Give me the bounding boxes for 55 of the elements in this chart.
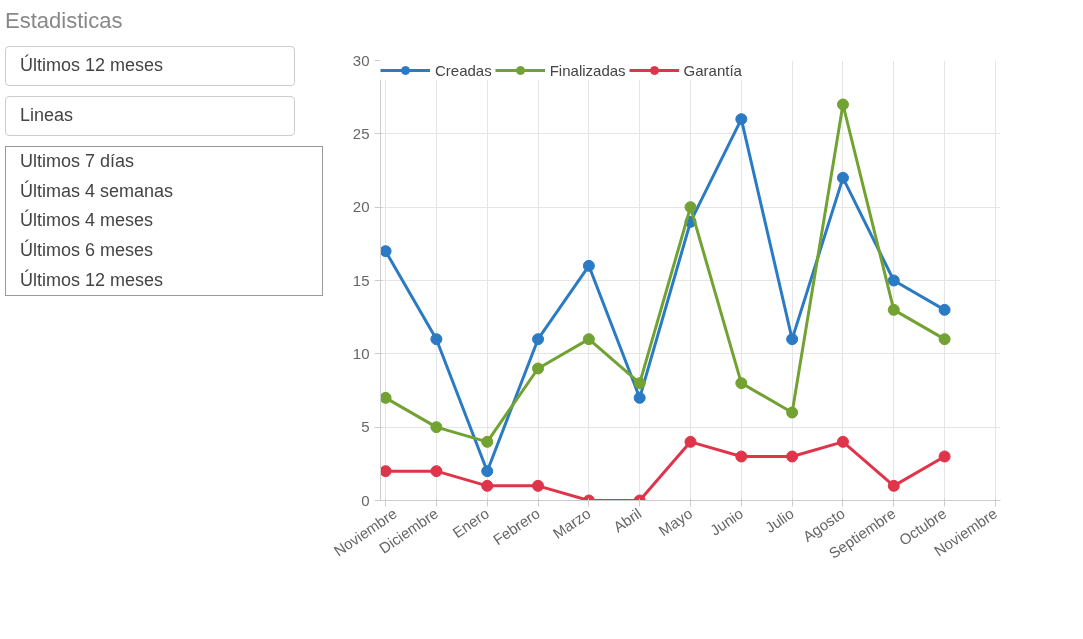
text: Últimos 4 meses [19, 208, 155, 233]
y-tick-label: 10 [352, 344, 370, 362]
text: Lineas [5, 96, 295, 136]
point [684, 435, 697, 448]
y-tick-label: 30 [352, 51, 370, 69]
point [938, 303, 951, 316]
x-tick-label: Julio [761, 504, 797, 536]
text: Últimos 12 meses [19, 268, 165, 292]
y-tick-label: 20 [352, 198, 370, 216]
y-tick-label: 15 [352, 271, 370, 289]
point [786, 406, 799, 419]
text: Últimos 6 meses [19, 238, 155, 262]
point [532, 479, 545, 492]
point [481, 465, 494, 478]
legend-label: Garantía [683, 61, 742, 79]
x-tick-label: Abril [610, 504, 645, 536]
point [938, 333, 951, 346]
point [633, 391, 646, 404]
point [684, 201, 697, 214]
point [380, 391, 392, 404]
point [887, 303, 900, 316]
text: Ultimos 7 días [19, 149, 136, 173]
point [633, 377, 646, 390]
point [380, 465, 392, 478]
x-tick-label: Junio [706, 504, 747, 539]
point [582, 259, 595, 272]
point [836, 98, 849, 111]
x-tick-label: Mayo [655, 504, 696, 540]
point [735, 113, 748, 126]
point [532, 333, 545, 346]
text: Últimas 4 semanas [19, 179, 175, 203]
point [786, 450, 799, 463]
point [430, 465, 443, 478]
point [582, 333, 595, 346]
text: Estadisticas [5, 7, 123, 35]
y-tick-label: 25 [352, 124, 370, 142]
legend-label: Finalizadas [549, 61, 626, 79]
point [735, 450, 748, 463]
y-tick-label: 5 [361, 418, 370, 436]
point [887, 479, 900, 492]
point [786, 333, 799, 346]
legend-label: Creadas [435, 61, 492, 79]
point [887, 274, 900, 287]
point [735, 377, 748, 390]
point [380, 245, 392, 258]
point [430, 421, 443, 434]
point [481, 435, 494, 448]
point [836, 435, 849, 448]
point [836, 171, 849, 184]
point [938, 450, 951, 463]
point [532, 362, 545, 375]
text: Últimos 12 meses [5, 46, 295, 87]
point [430, 333, 443, 346]
y-tick-label: 0 [361, 491, 370, 509]
point [481, 479, 494, 492]
